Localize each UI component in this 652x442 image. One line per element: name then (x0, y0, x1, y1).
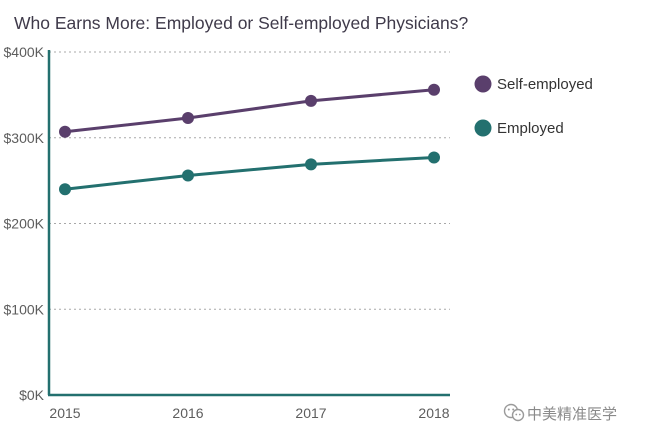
y-tick-label: $0K (19, 387, 45, 403)
watermark: 中美精准医学 (503, 403, 617, 423)
series (59, 83, 440, 196)
x-tick-label: 2018 (418, 405, 449, 421)
legend-marker (474, 75, 492, 93)
y-tick-label: $300K (4, 130, 45, 146)
data-point (428, 151, 440, 164)
legend: Self-employed Employed (474, 75, 593, 137)
series-line-self-employed (63, 88, 436, 134)
x-tick-label: 2015 (49, 405, 80, 421)
y-tick-label: $400K (4, 44, 45, 60)
data-point (182, 112, 194, 125)
grid-lines (49, 51, 450, 310)
x-tick-label: 2016 (172, 405, 203, 421)
data-point (305, 158, 317, 171)
y-tick-labels: $400K $300K $200K $100K $0K (4, 44, 45, 403)
x-tick-labels: 2015 2016 2017 2018 (49, 405, 449, 421)
series-line-employed (63, 155, 436, 191)
legend-marker (474, 119, 492, 137)
legend-label: Employed (497, 120, 564, 137)
data-point (428, 83, 440, 96)
data-point (59, 183, 71, 196)
chart-title: Who Earns More: Employed or Self-employe… (14, 13, 468, 33)
wechat-icon (503, 403, 525, 422)
y-tick-label: $200K (4, 216, 45, 232)
axes (47, 50, 450, 397)
y-tick-label: $100K (4, 301, 45, 317)
watermark-text: 中美精准医学 (527, 405, 617, 423)
data-point (59, 125, 71, 138)
data-point (182, 169, 194, 182)
legend-label: Self-employed (497, 76, 593, 93)
x-tick-label: 2017 (295, 405, 326, 421)
data-point (305, 94, 317, 107)
